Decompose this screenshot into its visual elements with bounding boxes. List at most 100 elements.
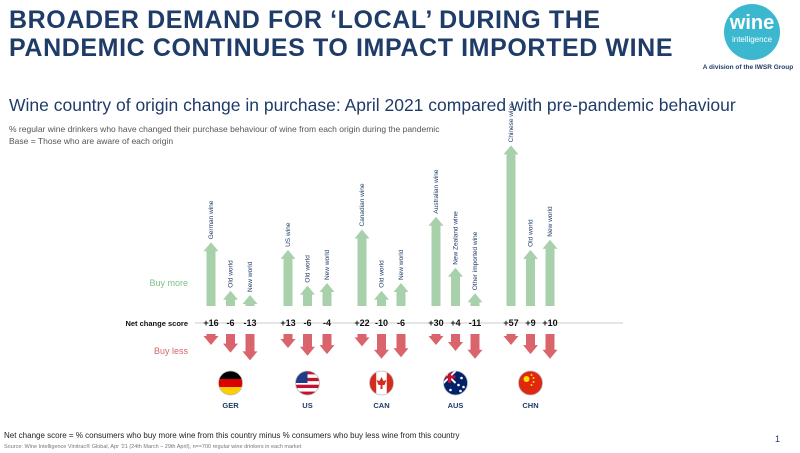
chart-subtitle: Wine country of origin change in purchas… [9,95,736,115]
bar-category-label: Old world [305,255,312,283]
net-score-label: +13 [280,318,295,328]
chart-base: Base = Those who are aware of each origi… [9,136,174,146]
bar-chn-1: +57 Chinese wine [503,103,519,345]
bar-can-2: -10 Old world [374,260,389,359]
bar-ger-3: -13 New world [242,261,258,361]
buy-less-arrow [300,334,315,356]
buy-less-arrow [393,334,409,358]
bar-aus-3: -11 Other imported wine [467,231,483,359]
buy-less-arrow [448,334,463,352]
buy-more-arrow [393,283,409,306]
bar-category-label: Chinese wine [508,103,515,142]
net-score-label: +9 [525,318,535,328]
net-score-label: +57 [503,318,518,328]
buy-more-arrow [203,242,219,306]
bar-category-label: Canadian wine [359,183,366,226]
canada-flag [369,370,394,396]
row-label-buy-more: Buy more [149,278,188,288]
market-label-aus: AUS [448,401,464,410]
bar-aus-1: +30 Australian wine [428,169,444,345]
net-score-label: +10 [542,318,557,328]
bar-category-label: New world [547,206,554,237]
germany-flag [218,370,243,396]
usa-flag [295,370,320,396]
market-label-us: US [302,401,312,410]
net-score-label: +30 [428,318,443,328]
wine-intelligence-logo: wine intelligence [724,4,780,60]
net-score-label: +4 [450,318,460,328]
market-group-chn: +57 Chinese wine +9 Old world +10 New world CH… [503,103,557,410]
buy-less-arrow [503,334,519,345]
bar-category-label: Old world [379,260,386,288]
bar-ger-2: -6 Old world [223,260,238,353]
logo-tagline: A division of the IWSR Group [702,64,794,71]
buy-more-arrow [467,293,483,306]
buy-more-arrow [280,249,296,306]
buy-less-arrow [374,334,389,359]
buy-more-arrow [374,290,389,306]
china-flag [518,370,543,396]
buy-less-arrow [280,334,296,348]
logo-word-intelligence: intelligence [731,35,773,44]
buy-less-arrow [428,334,444,345]
bar-category-label: Old world [228,260,235,288]
buy-more-arrow [354,229,370,306]
buy-more-arrow [542,239,558,306]
net-score-label: -10 [375,318,388,328]
buy-more-arrow [319,283,335,306]
bar-category-label: New world [324,249,331,280]
market-label-can: CAN [373,401,389,410]
buy-more-arrow [448,267,463,306]
chart-description: % regular wine drinkers who have changed… [9,124,440,134]
row-label-buy-less: Buy less [154,346,189,356]
market-label-chn: CHN [522,401,538,410]
row-label-net-change: Net change score [125,319,188,328]
market-label-ger: GER [222,401,239,410]
page-headline: BROADER DEMAND FOR ‘LOCAL’ DURING THE PA… [9,6,674,62]
buy-more-arrow [428,216,444,306]
buy-more-arrow [300,285,315,306]
page-number: 1 [775,434,781,444]
source-note: Source: Wine Intelligence Vinitrac® Glob… [4,444,302,450]
bar-chn-2: +9 Old world [523,219,538,355]
bar-aus-2: +4 New Zealand wine [448,211,463,352]
market-group-aus: +30 Australian wine +4 New Zealand wine -11 O… [428,169,483,410]
bar-category-label: Old world [528,219,535,247]
bar-category-label: Australian wine [433,169,440,213]
net-score-label: +22 [354,318,369,328]
buy-less-arrow [223,334,238,353]
bar-us-2: -6 Old world [300,255,315,356]
bar-category-label: New Zealand wine [453,211,460,265]
buy-more-arrow [223,290,238,306]
buy-more-arrow [242,295,258,306]
market-group-us: +13 US wine -6 Old world -4 New world US [280,222,335,410]
bar-category-label: Other imported wine [472,231,479,290]
buy-less-arrow [523,334,538,355]
buy-less-arrow [542,334,558,359]
bar-us-1: +13 US wine [280,222,296,348]
bar-us-3: -4 New world [319,249,335,355]
market-group-ger: +16 German wine -6 Old world -13 New world GER [203,200,258,410]
bar-ger-1: +16 German wine [203,200,219,345]
net-score-label: -6 [397,318,405,328]
market-group-can: +22 Canadian wine -10 Old world -6 New world C… [354,183,409,410]
bar-can-1: +22 Canadian wine [354,183,370,347]
net-score-label: -13 [243,318,256,328]
buy-less-arrow [203,334,219,345]
net-change-footnote: Net change score = % consumers who buy m… [4,431,460,440]
buy-less-arrow [467,334,483,359]
net-score-label: -11 [469,318,482,328]
net-score-label: -6 [226,318,234,328]
net-score-label: -6 [303,318,311,328]
buy-less-arrow [242,334,258,361]
australia-flag [443,370,468,396]
bar-category-label: German wine [208,200,215,239]
buy-less-arrow [319,334,335,355]
buy-less-arrow [354,334,370,347]
bar-category-label: US wine [285,222,292,247]
logo-word-wine: wine [729,12,775,34]
buy-more-arrow [523,249,538,306]
net-score-label: -4 [323,318,331,328]
bar-chn-3: +10 New world [542,206,558,359]
